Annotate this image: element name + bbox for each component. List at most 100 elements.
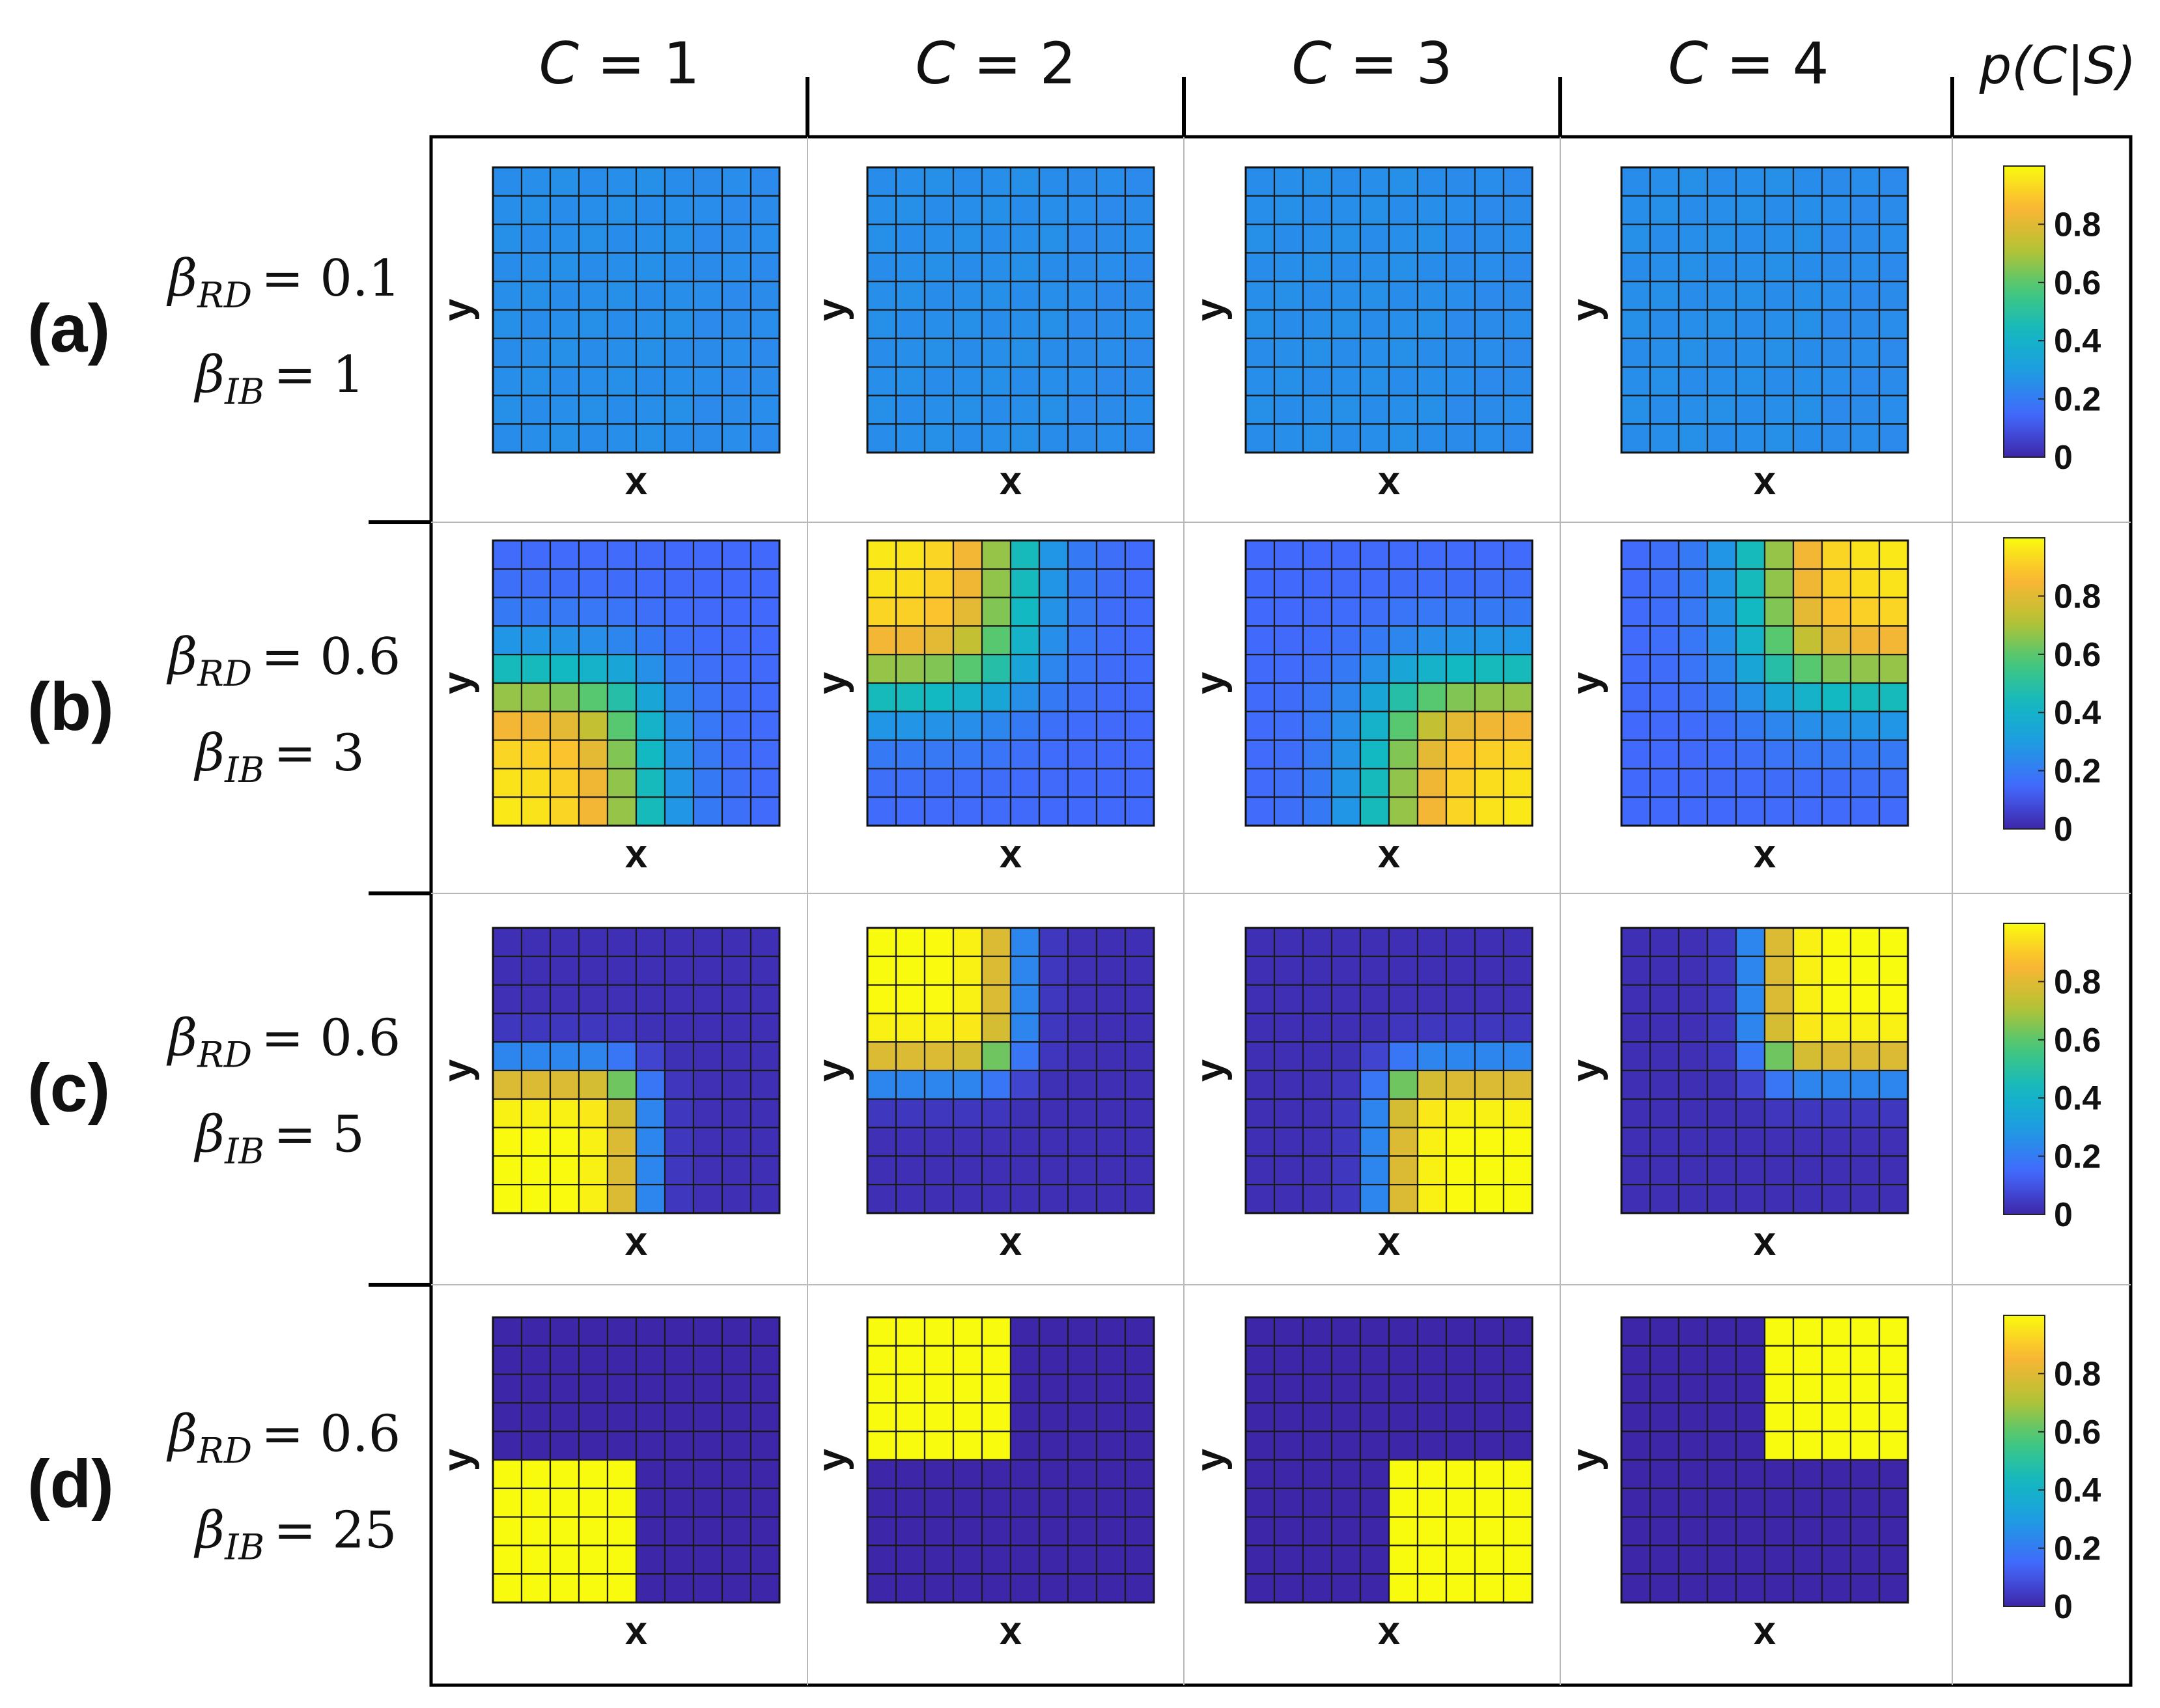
heatmap-cell xyxy=(1620,568,1651,598)
heatmap-cell xyxy=(1416,1345,1448,1375)
heatmap-d-c2: xy xyxy=(809,1316,1155,1653)
heatmap-cell xyxy=(549,1127,580,1157)
heatmap-cell xyxy=(606,166,638,197)
heatmap-cell xyxy=(1416,768,1448,798)
heatmap-cell xyxy=(1763,1041,1795,1072)
heatmap-cell xyxy=(923,568,955,598)
heatmap-cell xyxy=(895,710,926,741)
heatmap-cell xyxy=(1009,195,1041,225)
column-header-2: C = 2 xyxy=(915,30,1076,97)
heatmap-cell xyxy=(1302,984,1333,1015)
heatmap-cell xyxy=(520,1345,552,1375)
heatmap-cell xyxy=(1359,1373,1390,1404)
heatmap-cell xyxy=(1706,1127,1737,1157)
heatmap-cell xyxy=(721,654,752,684)
heatmap-cell xyxy=(1273,366,1304,397)
heatmap-cell xyxy=(1474,395,1505,425)
heatmap-cell xyxy=(1388,1184,1419,1214)
heatmap-cell xyxy=(1009,281,1041,311)
heatmap-cell xyxy=(1273,1184,1304,1214)
heatmap-cell xyxy=(1677,568,1709,598)
heatmap-cell xyxy=(1677,395,1709,425)
heatmap-cell xyxy=(1359,955,1390,986)
heatmap-cell xyxy=(952,423,983,454)
heatmap-cell xyxy=(1244,252,1276,283)
heatmap-cell xyxy=(578,423,609,454)
heatmap-cell xyxy=(1821,423,1852,454)
heatmap-cell xyxy=(1330,768,1362,798)
heatmap-cell xyxy=(1649,1041,1680,1072)
heatmap-cell xyxy=(606,1402,638,1433)
heatmap-cell xyxy=(1273,955,1304,986)
heatmap-cell xyxy=(664,654,695,684)
heatmap-cell xyxy=(664,1402,695,1433)
heatmap-cell xyxy=(981,1402,1012,1433)
heatmap-cell xyxy=(1273,1345,1304,1375)
heatmap-cell xyxy=(1095,195,1127,225)
heatmap-cell xyxy=(1620,682,1651,712)
heatmap-cell xyxy=(1706,1069,1737,1100)
heatmap-cell xyxy=(866,1573,897,1604)
heatmap-cell xyxy=(1474,366,1505,397)
heatmap-cell xyxy=(750,395,781,425)
heatmap-cell xyxy=(1821,1373,1852,1404)
heatmap-cell xyxy=(866,927,897,957)
heatmap-cell xyxy=(549,1402,580,1433)
heatmap-cell xyxy=(692,654,723,684)
heatmap-cell xyxy=(635,1127,666,1157)
heatmap-cell xyxy=(923,1373,955,1404)
heatmap-cell xyxy=(750,596,781,627)
heatmap-cell xyxy=(1502,1316,1534,1347)
heatmap-cell xyxy=(1095,796,1127,827)
colorbar-tick-label: 0.2 xyxy=(2054,1138,2101,1176)
heatmap-cell xyxy=(1474,710,1505,741)
heatmap-cell xyxy=(1763,252,1795,283)
colorbar-tick-label: 0.8 xyxy=(2054,1355,2101,1393)
heatmap-cell xyxy=(721,195,752,225)
heatmap-cell xyxy=(549,1013,580,1043)
heatmap-cell xyxy=(1502,1573,1534,1604)
heatmap-cell xyxy=(721,1098,752,1128)
heatmap-cell xyxy=(1388,596,1419,627)
heatmap-cell xyxy=(1359,568,1390,598)
heatmap-cell xyxy=(1502,366,1534,397)
heatmap-cell xyxy=(1388,539,1419,570)
heatmap-cell xyxy=(664,1516,695,1547)
heatmap-cell xyxy=(750,654,781,684)
heatmap-cell xyxy=(1474,955,1505,986)
heatmap-cell xyxy=(721,223,752,254)
heatmap-cell xyxy=(692,252,723,283)
heatmap-cell xyxy=(606,768,638,798)
heatmap-cell xyxy=(1502,166,1534,197)
heatmap-cell xyxy=(1677,955,1709,986)
heatmap-cell xyxy=(981,1013,1012,1043)
colorbar-tick-label: 0.8 xyxy=(2054,963,2101,1001)
heatmap-cell xyxy=(1273,1316,1304,1347)
heatmap-cell xyxy=(1763,1487,1795,1518)
heatmap-cell xyxy=(1359,739,1390,770)
heatmap-cell xyxy=(1763,366,1795,397)
heatmap-cell xyxy=(1445,366,1476,397)
heatmap-cell xyxy=(1067,423,1098,454)
heatmap-cell xyxy=(692,223,723,254)
heatmap-cell xyxy=(664,682,695,712)
heatmap-cell xyxy=(1502,1459,1534,1489)
heatmap-cell xyxy=(1474,1184,1505,1214)
heatmap-cell xyxy=(578,927,609,957)
heatmap-cell xyxy=(578,309,609,339)
heatmap-cell xyxy=(1359,768,1390,798)
heatmap-cell xyxy=(1677,1545,1709,1575)
heatmap-cell xyxy=(692,539,723,570)
heatmap-cell xyxy=(1677,252,1709,283)
heatmap-cell xyxy=(1649,796,1680,827)
heatmap-cell xyxy=(1445,1098,1476,1128)
heatmap-cell xyxy=(1330,1545,1362,1575)
heatmap-cell xyxy=(866,1345,897,1375)
heatmap-cell xyxy=(1302,739,1333,770)
heatmap-cell xyxy=(1388,625,1419,656)
heatmap-cell xyxy=(1095,252,1127,283)
heatmap-cell xyxy=(1067,596,1098,627)
heatmap-cell xyxy=(1763,1516,1795,1547)
heatmap-cell xyxy=(1735,309,1766,339)
heatmap-cell xyxy=(1763,1431,1795,1461)
